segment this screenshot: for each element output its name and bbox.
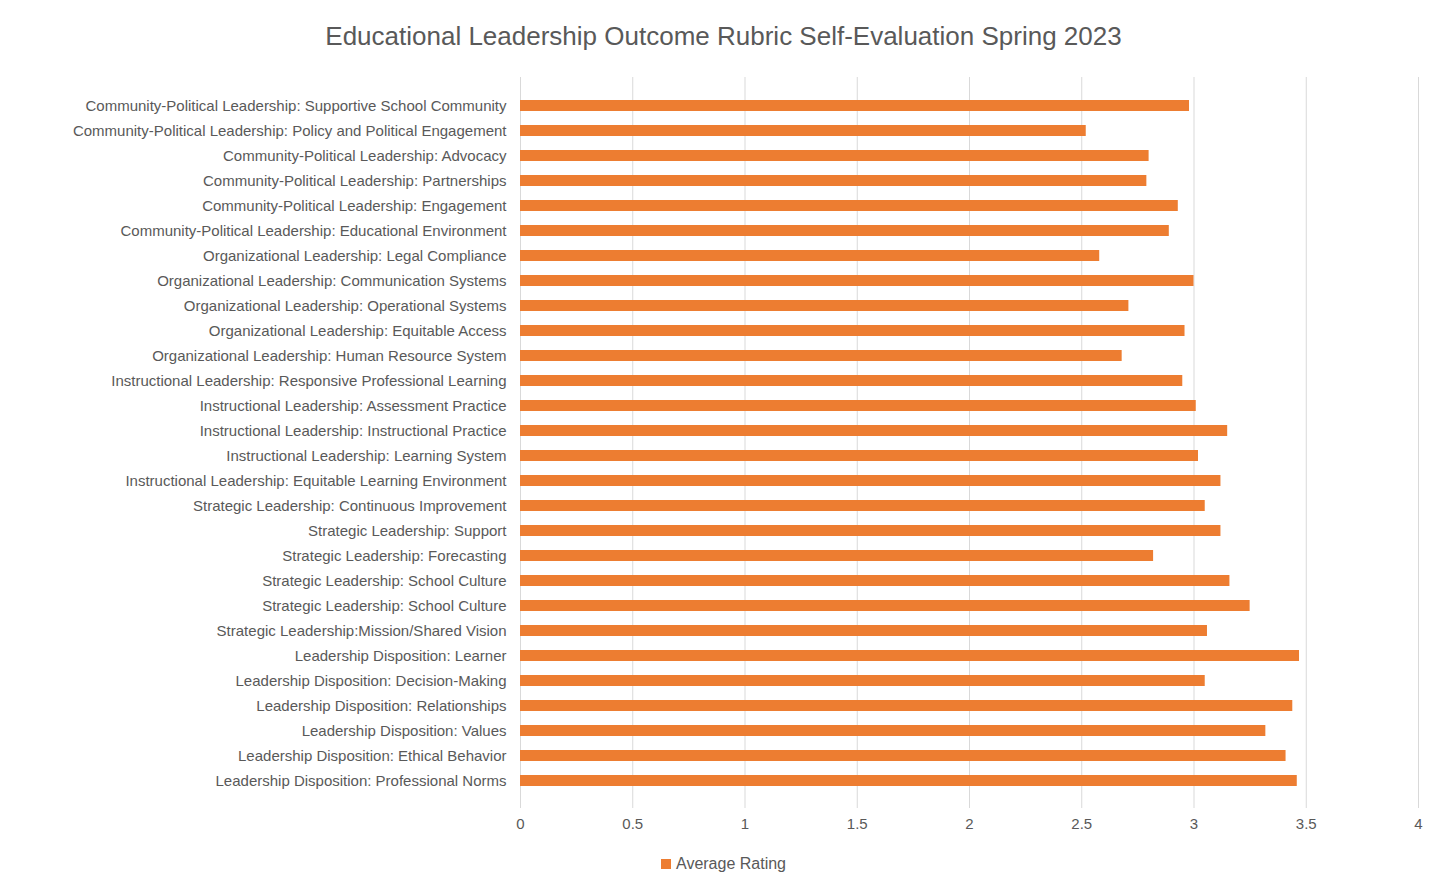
svg-text:3: 3 (1190, 815, 1198, 832)
svg-text:Organizational Leadership: Leg: Organizational Leadership: Legal Complia… (203, 247, 507, 264)
svg-text:Community-Political Leadership: Community-Political Leadership: Advocacy (223, 147, 507, 164)
svg-text:2: 2 (965, 815, 973, 832)
svg-text:Strategic Leadership: Forecast: Strategic Leadership: Forecasting (282, 547, 506, 564)
svg-text:Community-Political Leadership: Community-Political Leadership: Engageme… (202, 197, 507, 214)
svg-text:2.5: 2.5 (1071, 815, 1092, 832)
html-text:Average Rating: Average Rating (676, 855, 786, 872)
svg-text:Community-Political Leadership: Community-Political Leadership: Partners… (203, 172, 506, 189)
svg-text:Instructional Leadership: Inst: Instructional Leadership: Instructional … (200, 422, 507, 439)
svg-text:1: 1 (741, 815, 749, 832)
svg-text:4: 4 (1414, 815, 1422, 832)
svg-text:Leadership Disposition: Values: Leadership Disposition: Values (302, 722, 507, 739)
svg-text:Leadership Disposition: Relati: Leadership Disposition: Relationships (256, 697, 506, 714)
svg-text:Organizational Leadership: Ope: Organizational Leadership: Operational S… (184, 297, 507, 314)
svg-text:Leadership Disposition: Learne: Leadership Disposition: Learner (295, 647, 507, 664)
svg-text:Organizational Leadership: Com: Organizational Leadership: Communication… (157, 272, 506, 289)
svg-text:0: 0 (516, 815, 524, 832)
svg-text:3.5: 3.5 (1296, 815, 1317, 832)
svg-text:Leadership Disposition: Decisi: Leadership Disposition: Decision-Making (236, 672, 507, 689)
svg-text:Organizational Leadership: Equ: Organizational Leadership: Equitable Acc… (209, 322, 507, 339)
svg-text:Instructional Leadership: Resp: Instructional Leadership: Responsive Pro… (111, 372, 506, 389)
svg-text:Strategic Leadership: Continuo: Strategic Leadership: Continuous Improve… (193, 497, 507, 514)
svg-text:Instructional Leadership: Asse: Instructional Leadership: Assessment Pra… (200, 397, 507, 414)
html-text:Educational Leadership Outcome: Educational Leadership Outcome Rubric Se… (325, 21, 1122, 51)
svg-text:Strategic Leadership: Support: Strategic Leadership: Support (308, 522, 507, 539)
svg-text:Community-Political Leadership: Community-Political Leadership: Policy a… (73, 122, 507, 139)
svg-text:Community-Political Leadership: Community-Political Leadership: Supporti… (85, 97, 507, 114)
svg-text:Instructional Leadership: Equi: Instructional Leadership: Equitable Lear… (125, 472, 507, 489)
svg-text:1.5: 1.5 (847, 815, 868, 832)
svg-text:Leadership Disposition: Ethica: Leadership Disposition: Ethical Behavior (238, 747, 506, 764)
svg-text:Instructional Leadership: Lear: Instructional Leadership: Learning Syste… (226, 447, 506, 464)
svg-text:0.5: 0.5 (622, 815, 643, 832)
svg-text:Leadership Disposition: Profes: Leadership Disposition: Professional Nor… (216, 772, 507, 789)
svg-text:Organizational Leadership: Hum: Organizational Leadership: Human Resourc… (152, 347, 506, 364)
svg-text:Strategic Leadership: School C: Strategic Leadership: School Culture (262, 597, 506, 614)
svg-text:Strategic Leadership:Mission/S: Strategic Leadership:Mission/Shared Visi… (217, 622, 507, 639)
svg-text:Community-Political Leadership: Community-Political Leadership: Educatio… (120, 222, 507, 239)
svg-text:Strategic Leadership: School C: Strategic Leadership: School Culture (262, 572, 506, 589)
